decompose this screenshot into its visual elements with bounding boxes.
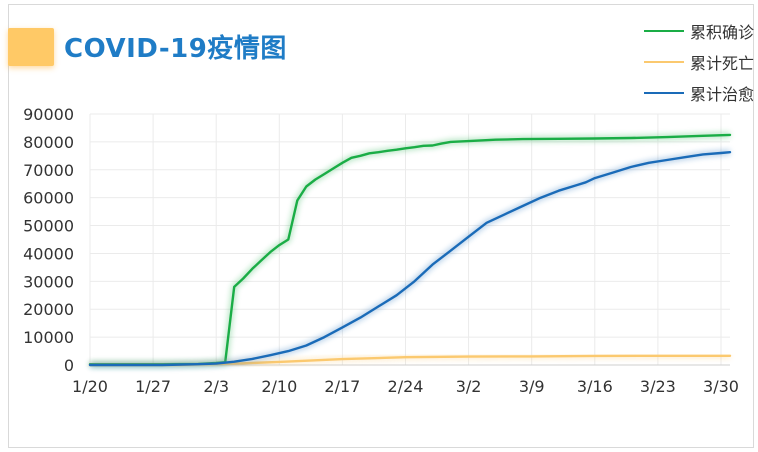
y-tick-label: 30000 [23,272,74,291]
y-tick-label: 20000 [23,300,74,319]
legend-label-deaths: 累计死亡 [689,54,754,73]
legend-line-confirmed [643,30,684,32]
legend: 累积确诊 累计死亡 累计治愈 [643,20,754,104]
chart-title: COVID-19疫情图 [64,34,287,64]
x-tick-label: 2/24 [388,377,424,396]
x-tick-label: 3/9 [519,377,545,396]
y-tick-label: 80000 [23,133,74,152]
x-tick-label: 3/30 [703,377,739,396]
legend-line-deaths [643,61,684,63]
x-tick-label: 3/2 [456,377,482,396]
y-tick-label: 0 [64,356,74,375]
legend-item-deaths[interactable]: 累计死亡 [643,51,754,73]
grid [89,113,730,366]
y-tick-label: 40000 [23,244,74,263]
x-tick-label: 2/10 [261,377,297,396]
x-tick-label: 2/3 [203,377,229,396]
legend-label-confirmed: 累积确诊 [689,23,754,42]
y-tick-label: 70000 [23,161,74,180]
series-line-recovered [88,151,732,367]
y-tick-label: 90000 [23,105,74,124]
legend-item-confirmed[interactable]: 累积确诊 [643,20,754,42]
series-lines [88,132,732,368]
series-line-confirmed [88,133,732,366]
x-tick-label: 2/17 [324,377,360,396]
legend-label-recovered: 累计治愈 [689,85,754,104]
y-tick-label: 10000 [23,328,74,347]
legend-item-recovered[interactable]: 累计治愈 [643,82,754,104]
legend-line-recovered [643,92,684,94]
x-tick-label: 3/23 [640,377,676,396]
x-tick-label: 1/27 [135,377,171,396]
series-glow-recovered [90,149,731,368]
title-flag-icon [8,28,54,66]
y-tick-label: 50000 [23,217,74,236]
x-tick-label: 1/20 [72,377,108,396]
y-tick-label: 60000 [23,189,74,208]
x-tick-label: 3/16 [577,377,613,396]
axis-ticks: 0 10000 20000 30000 40000 50000 60000 70000 8000… [23,105,739,396]
